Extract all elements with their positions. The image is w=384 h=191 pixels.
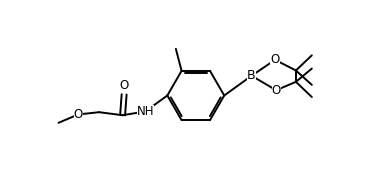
Text: O: O <box>74 108 83 121</box>
Text: B: B <box>247 69 256 82</box>
Text: NH: NH <box>137 105 154 118</box>
Text: O: O <box>119 79 129 92</box>
Text: O: O <box>270 53 280 66</box>
Text: O: O <box>271 84 281 97</box>
